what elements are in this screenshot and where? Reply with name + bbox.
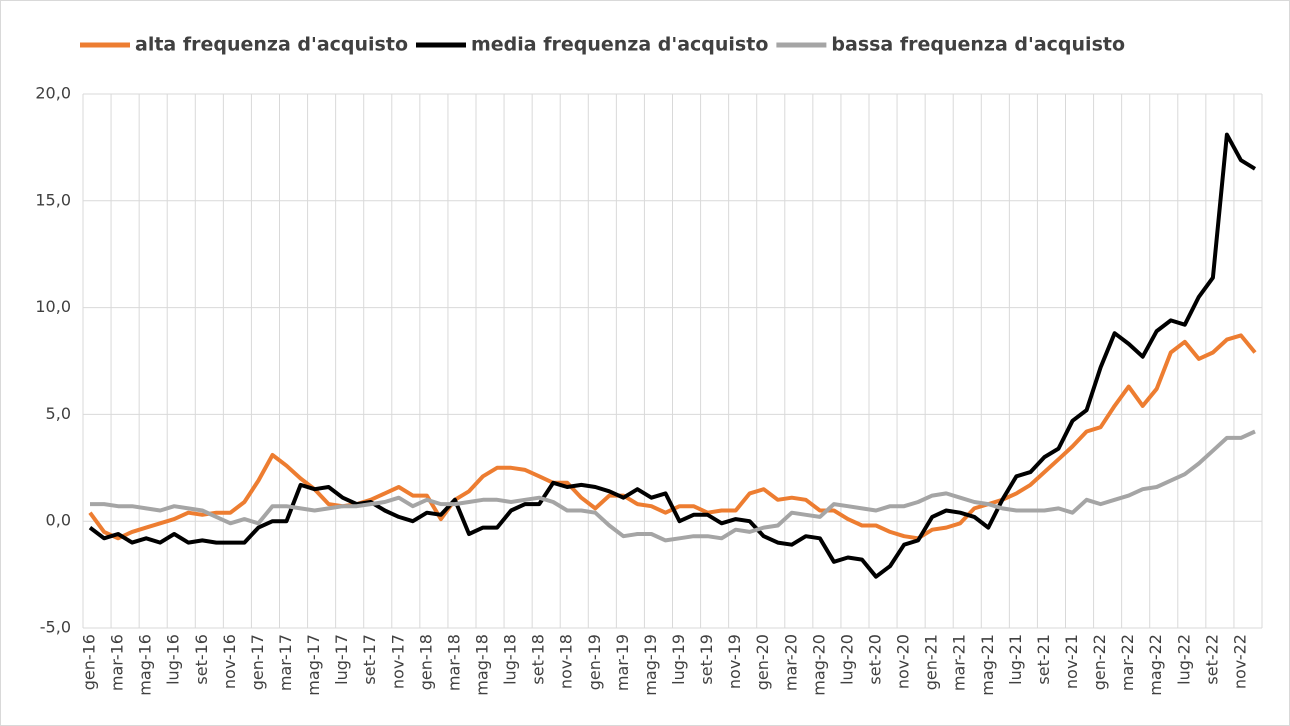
y-tick-label: -5,0 bbox=[40, 618, 71, 637]
x-tick-label: mag-22 bbox=[1146, 634, 1165, 696]
x-tick-label: nov-19 bbox=[725, 634, 744, 689]
x-tick-label: nov-20 bbox=[894, 634, 913, 689]
x-tick-label: mar-17 bbox=[276, 634, 295, 691]
y-tick-label: 15,0 bbox=[35, 190, 71, 209]
legend-label: bassa frequenza d'acquisto bbox=[831, 34, 1125, 56]
x-tick-label: mag-16 bbox=[136, 634, 155, 696]
x-tick-label: nov-16 bbox=[220, 634, 239, 689]
x-tick-label: set-16 bbox=[192, 634, 211, 685]
x-tick-label: set-22 bbox=[1202, 634, 1221, 685]
x-tick-label: lug-18 bbox=[501, 634, 520, 685]
x-tick-label: gen-22 bbox=[1090, 634, 1109, 690]
legend-label: media frequenza d'acquisto bbox=[471, 34, 768, 56]
x-tick-label: lug-22 bbox=[1174, 634, 1193, 685]
x-tick-label: mag-21 bbox=[978, 634, 997, 696]
x-tick-label: set-21 bbox=[1034, 634, 1053, 685]
x-tick-label: mar-19 bbox=[613, 634, 632, 691]
x-tick-label: set-19 bbox=[697, 634, 716, 685]
x-tick-label: lug-19 bbox=[669, 634, 688, 685]
series-line bbox=[90, 429, 1256, 543]
x-tick-label: gen-17 bbox=[248, 634, 267, 690]
x-tick-label: lug-21 bbox=[1006, 634, 1025, 685]
x-tick-label: lug-16 bbox=[164, 634, 183, 685]
y-tick-label: 5,0 bbox=[46, 404, 71, 423]
x-tick-label: set-18 bbox=[529, 634, 548, 685]
x-tick-label: lug-20 bbox=[837, 634, 856, 685]
x-tick-label: gen-18 bbox=[416, 634, 435, 690]
x-tick-label: mar-22 bbox=[1118, 634, 1137, 691]
x-tick-label: set-20 bbox=[866, 634, 885, 685]
x-tick-label: mag-19 bbox=[641, 634, 660, 696]
x-tick-label: set-17 bbox=[360, 634, 379, 685]
x-tick-label: gen-19 bbox=[585, 634, 604, 690]
x-tick-label: mag-17 bbox=[304, 634, 323, 696]
x-tick-label: mag-20 bbox=[809, 634, 828, 696]
x-tick-label: gen-21 bbox=[922, 634, 941, 690]
x-tick-label: nov-22 bbox=[1230, 634, 1249, 689]
x-tick-label: mar-16 bbox=[108, 634, 127, 691]
x-tick-label: lug-17 bbox=[332, 634, 351, 685]
x-tick-label: mar-20 bbox=[781, 634, 800, 691]
y-tick-label: 10,0 bbox=[35, 297, 71, 316]
x-tick-label: mar-21 bbox=[950, 634, 969, 691]
x-tick-label: gen-16 bbox=[80, 634, 99, 690]
y-tick-label: 20,0 bbox=[35, 84, 71, 103]
x-tick-label: gen-20 bbox=[753, 634, 772, 690]
x-tick-label: nov-18 bbox=[557, 634, 576, 689]
series-line bbox=[88, 132, 1257, 579]
y-tick-label: 0,0 bbox=[46, 511, 71, 530]
legend-label: alta frequenza d'acquisto bbox=[135, 34, 408, 56]
x-tick-label: nov-17 bbox=[388, 634, 407, 689]
x-tick-label: mar-18 bbox=[444, 634, 463, 691]
x-tick-label: mag-18 bbox=[473, 634, 492, 696]
x-tick-label: nov-21 bbox=[1062, 634, 1081, 689]
